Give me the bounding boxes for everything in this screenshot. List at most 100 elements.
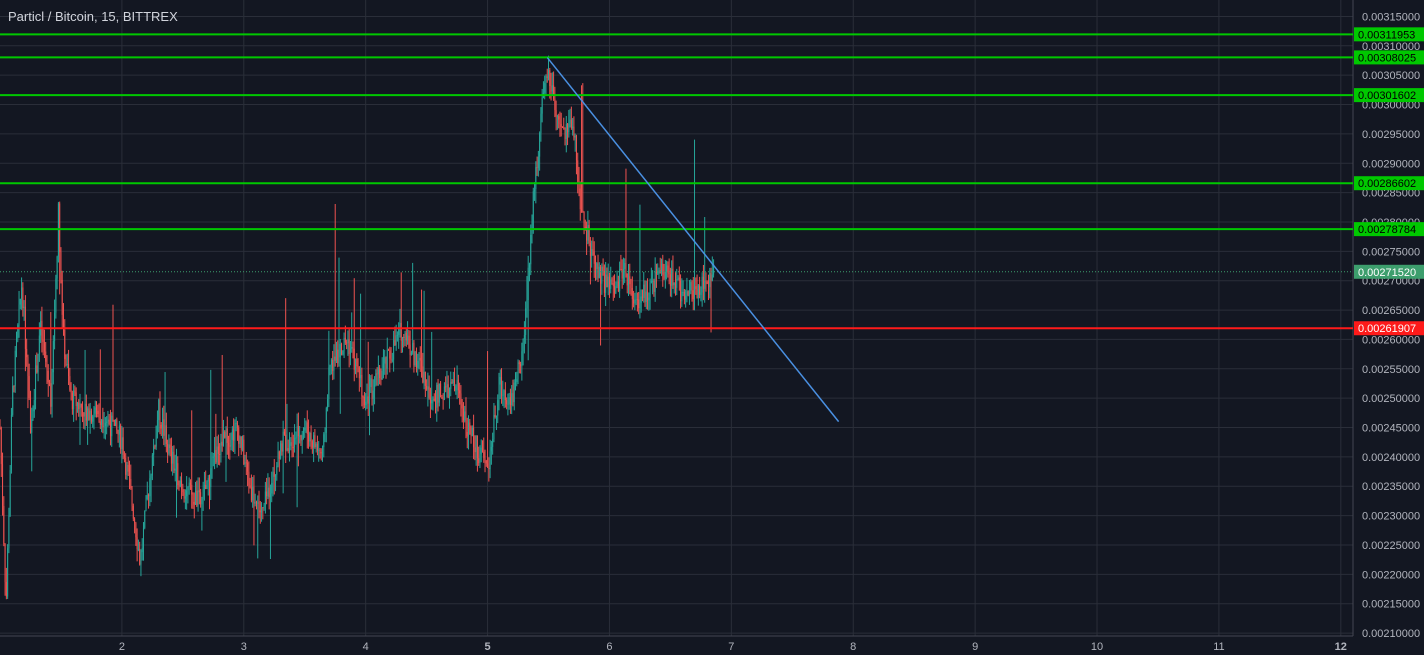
candle-body — [146, 495, 148, 499]
candle-body — [478, 458, 480, 463]
candle-body — [69, 376, 71, 390]
candle-body — [617, 281, 619, 292]
candle-body — [697, 285, 699, 299]
candle-body — [281, 443, 283, 452]
candle-body — [179, 480, 181, 487]
candle-body — [324, 432, 326, 435]
candle-body — [94, 407, 96, 414]
candle-body — [153, 446, 155, 455]
candle-body — [653, 281, 655, 292]
candle-body — [50, 383, 52, 407]
candle-body — [108, 419, 110, 425]
candle-body — [567, 124, 569, 133]
candle-body — [650, 281, 652, 283]
candle-body — [600, 266, 602, 284]
candle-body — [93, 413, 95, 417]
x-axis-tick-label: 4 — [363, 641, 369, 653]
candle-body — [346, 342, 348, 344]
candle-body — [155, 425, 157, 447]
candle-body — [569, 119, 571, 124]
candle-body — [372, 390, 374, 400]
candle-body — [400, 322, 402, 341]
candle-body — [261, 507, 263, 513]
candle-body — [362, 396, 364, 398]
candle-body — [332, 359, 334, 371]
candle-body — [8, 515, 10, 549]
candle-body — [448, 389, 450, 399]
candle-body — [168, 444, 170, 454]
candle-body — [451, 381, 453, 383]
candle-body — [396, 334, 398, 336]
candle-body — [151, 454, 153, 476]
candle-body — [536, 167, 538, 169]
candle-body — [422, 366, 424, 383]
candle-body — [268, 487, 270, 498]
candle-body — [337, 349, 339, 364]
candle-body — [560, 124, 562, 128]
candle-body — [212, 456, 214, 458]
candle-body — [384, 357, 386, 364]
candle-body — [388, 349, 390, 351]
candle-body — [80, 403, 82, 408]
candle-body — [85, 403, 87, 421]
candle-body — [149, 478, 151, 497]
candle-body — [380, 377, 382, 380]
last-price-label: 0.00271520 — [1358, 267, 1416, 279]
candle-body — [206, 481, 208, 489]
candle-body — [540, 113, 542, 134]
candle-body — [117, 430, 119, 435]
last-price-label-bg — [1354, 264, 1424, 279]
candle-body — [608, 276, 610, 289]
candle-body — [267, 487, 269, 497]
candle-body — [154, 446, 156, 448]
y-axis-tick-label: 0.00250000 — [1362, 393, 1420, 405]
candle-body — [395, 335, 397, 346]
candle-body — [75, 392, 77, 407]
candle-body — [177, 463, 179, 486]
candle-body — [564, 127, 566, 140]
candle-body — [704, 280, 706, 289]
candle-body — [76, 402, 78, 407]
candle-body — [36, 365, 38, 373]
y-axis-tick-label: 0.00260000 — [1362, 334, 1420, 346]
candle-body — [371, 378, 373, 400]
y-axis-tick-label: 0.00220000 — [1362, 569, 1420, 581]
candle-body — [499, 377, 501, 385]
candle-body — [0, 427, 1, 429]
candle-body — [215, 450, 217, 463]
candle-body — [230, 439, 232, 447]
candle-body — [216, 446, 218, 463]
candle-body — [654, 271, 656, 292]
candle-body — [220, 441, 222, 455]
candle-body — [658, 270, 660, 272]
candle-body — [502, 394, 504, 396]
candle-body — [104, 422, 106, 427]
candle-body — [445, 386, 447, 388]
candle-body — [243, 439, 245, 465]
candle-body — [596, 263, 598, 269]
candle-body — [329, 365, 331, 368]
candle-body — [398, 327, 400, 335]
candle-body — [112, 415, 114, 420]
candle-body — [248, 471, 250, 486]
candle-body — [275, 474, 277, 477]
candle-body — [456, 379, 458, 387]
candle-body — [558, 116, 560, 120]
candle-body — [521, 351, 523, 367]
candle-body — [288, 445, 290, 452]
candle-body — [573, 126, 575, 138]
candle-body — [17, 325, 19, 339]
candle-body — [142, 527, 144, 548]
candle-body — [54, 312, 56, 342]
candle-body — [550, 85, 552, 92]
candle-body — [713, 263, 715, 275]
candle-body — [129, 471, 131, 480]
trendline[interactable] — [546, 57, 840, 423]
candle-body — [295, 437, 297, 439]
candle-body — [167, 444, 169, 454]
candle-body — [515, 381, 517, 383]
candle-body — [495, 415, 497, 418]
candle-body — [282, 431, 284, 452]
candle-body — [229, 445, 231, 447]
